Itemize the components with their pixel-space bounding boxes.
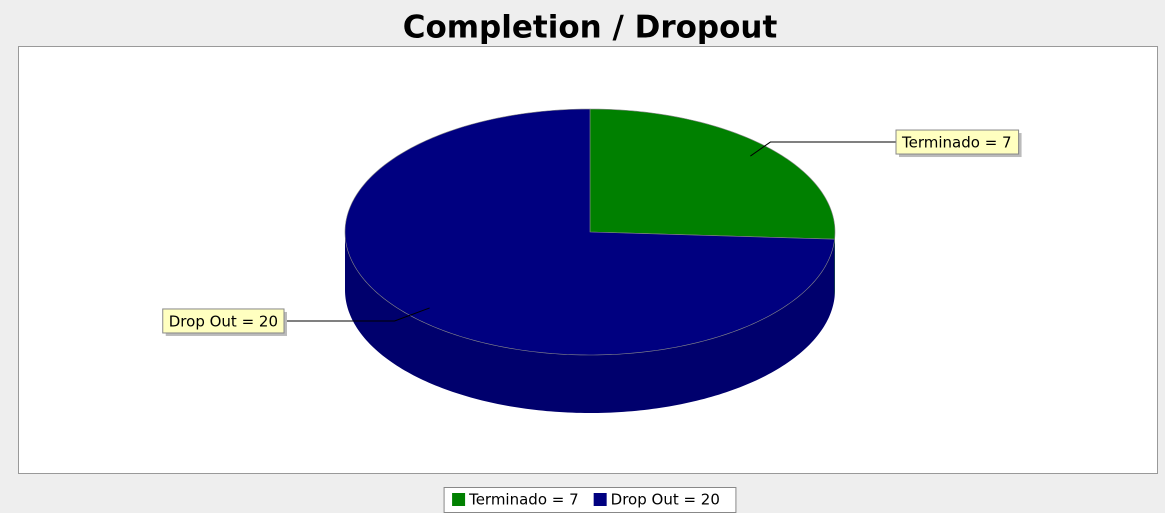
- label-leader: [284, 307, 430, 322]
- label-box: [895, 129, 1020, 155]
- label-leader: [750, 141, 896, 157]
- slice-label: Drop Out = 20: [169, 312, 278, 330]
- pie-slice: [589, 108, 836, 240]
- legend-label: Drop Out = 20: [611, 491, 720, 509]
- chart-title: Completion / Dropout: [403, 10, 778, 46]
- legend-swatch: [593, 493, 607, 506]
- slice-label: Terminado = 7: [901, 134, 1012, 152]
- pie-slice: [344, 108, 835, 356]
- label-box: [162, 308, 285, 334]
- legend-label: Terminado = 7: [468, 491, 579, 509]
- legend-swatch: [452, 493, 466, 506]
- pie-side: [345, 232, 835, 413]
